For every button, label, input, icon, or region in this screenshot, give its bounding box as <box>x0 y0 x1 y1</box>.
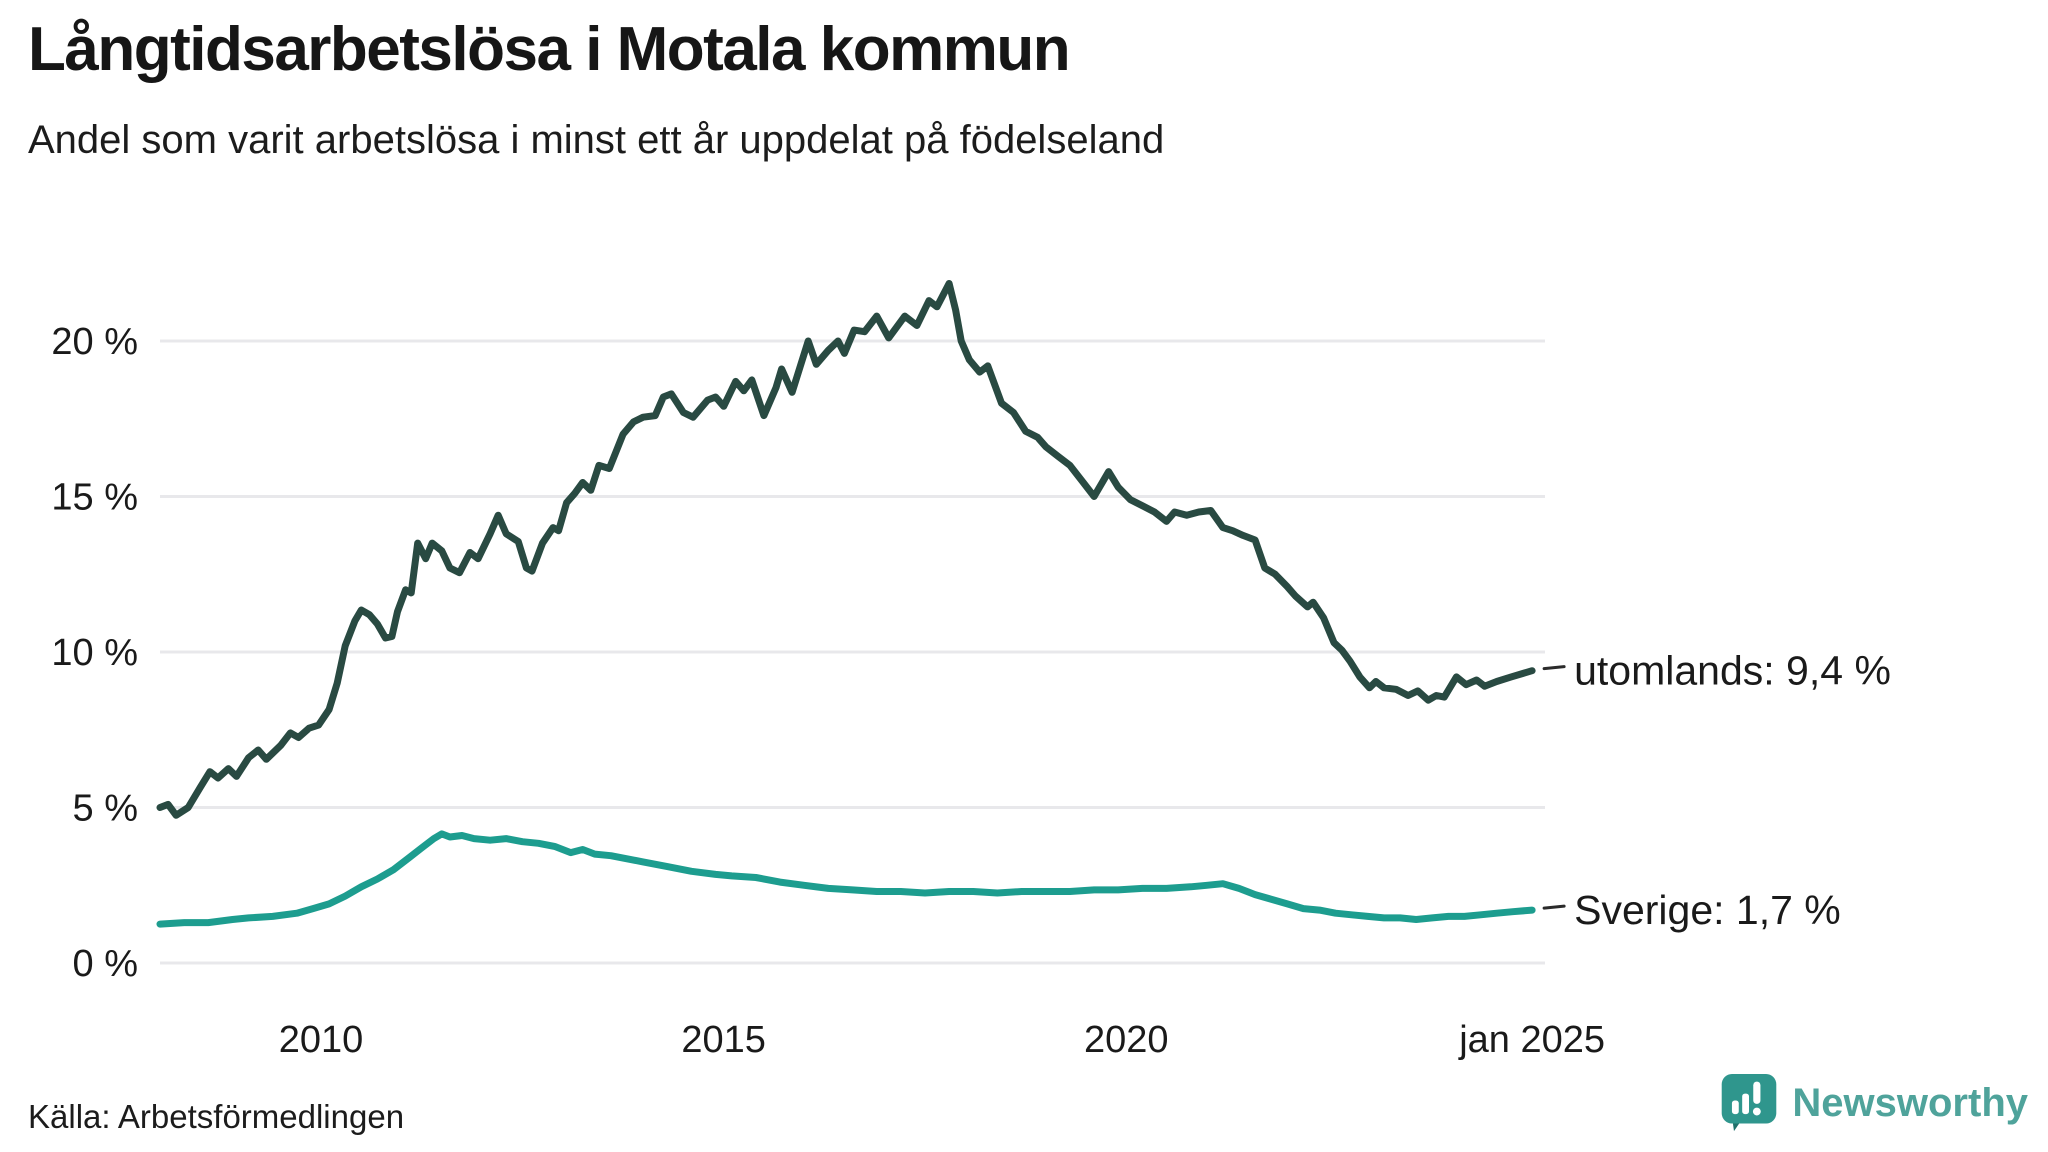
x-tick-label: 2020 <box>1084 1019 1169 1061</box>
y-tick-label: 10 % <box>51 632 138 674</box>
newsworthy-wordmark: Newsworthy <box>1792 1080 2028 1125</box>
utomlands-end-label: utomlands: 9,4 % <box>1574 648 1891 694</box>
chart-subtitle: Andel som varit arbetslösa i minst ett å… <box>28 118 1165 162</box>
x-tick-label: 2010 <box>279 1019 364 1061</box>
Sverige-label-tick <box>1542 904 1566 910</box>
utomlands-line <box>156 280 1536 819</box>
utomlands-label-tick <box>1542 665 1566 671</box>
x-tick-label: jan 2025 <box>1458 1019 1605 1061</box>
y-tick-label: 0 % <box>73 943 138 985</box>
newsworthy-icon <box>1722 1074 1777 1132</box>
y-tick-label: 15 % <box>51 477 138 519</box>
Sverige-end-label: Sverige: 1,7 % <box>1574 887 1841 933</box>
x-tick-label: 2015 <box>681 1019 766 1061</box>
Sverige-line <box>156 830 1536 928</box>
newsworthy-logo: Newsworthy <box>1720 1072 2028 1134</box>
source-note: Källa: Arbetsförmedlingen <box>28 1098 405 1135</box>
y-tick-label: 5 % <box>73 788 138 830</box>
page-title: Långtidsarbetslösa i Motala kommun <box>28 15 1071 84</box>
y-tick-label: 20 % <box>51 321 138 363</box>
